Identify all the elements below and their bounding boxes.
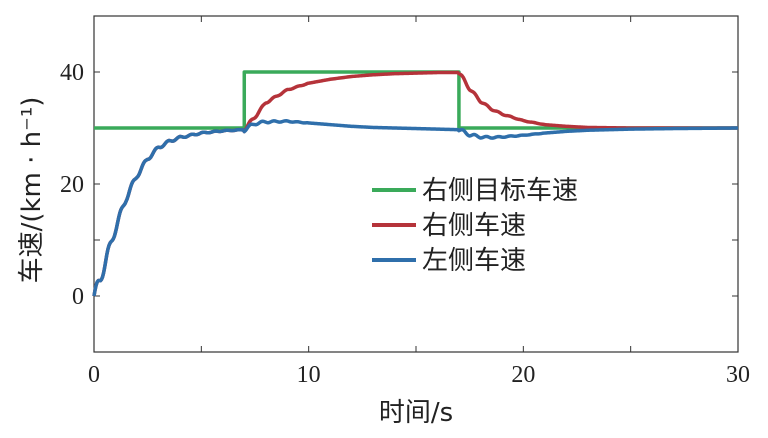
legend-label: 右侧车速 (422, 211, 526, 241)
series-line-2 (92, 119, 739, 297)
axis-ticks (93, 15, 739, 353)
legend-label: 左侧车速 (422, 246, 526, 276)
series-lines (92, 70, 739, 297)
legend-label: 右侧目标车速 (422, 176, 578, 206)
y-axis-label: 车速/(km · h⁻¹) (17, 97, 47, 284)
y-tick-label: 0 (72, 284, 84, 310)
plot-frame (93, 15, 739, 353)
x-tick-label: 30 (726, 362, 750, 388)
series-line-0 (94, 70, 738, 130)
y-tick-label: 20 (60, 172, 84, 198)
x-tick-label: 20 (511, 362, 535, 388)
x-axis-label: 时间/s (379, 398, 453, 428)
tick-labels: 0 10 20 30 0 20 40 (60, 60, 750, 388)
x-tick-label: 10 (297, 362, 321, 388)
x-tick-label: 0 (88, 362, 100, 388)
series-line-1 (92, 70, 739, 297)
y-tick-label: 40 (60, 60, 84, 86)
